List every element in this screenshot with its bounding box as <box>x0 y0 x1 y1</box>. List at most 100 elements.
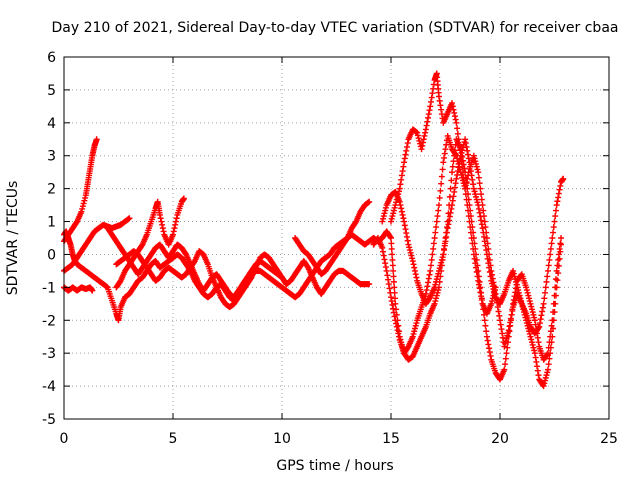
data-point <box>398 172 405 179</box>
data-point <box>542 377 549 384</box>
data-point <box>428 94 435 101</box>
data-point <box>486 345 493 352</box>
data-point <box>456 163 463 170</box>
data-point <box>426 107 433 114</box>
data-point <box>393 323 400 330</box>
data-point <box>546 355 553 362</box>
data-point <box>443 229 450 236</box>
data-point <box>537 316 544 323</box>
data-point <box>520 309 527 316</box>
data-point <box>394 327 401 334</box>
data-point <box>451 113 458 120</box>
data-point <box>468 235 475 241</box>
data-point <box>381 210 388 217</box>
data-point <box>536 323 543 330</box>
data-point <box>546 256 553 263</box>
data-point <box>475 205 482 212</box>
data-point <box>472 158 479 165</box>
data-point <box>541 380 548 387</box>
data-point <box>535 372 542 379</box>
data-point <box>502 338 509 345</box>
data-point <box>495 308 502 315</box>
data-point <box>544 366 551 373</box>
data-point <box>549 333 556 340</box>
data-point <box>547 350 554 357</box>
data-point <box>445 221 452 228</box>
data-point <box>435 267 442 274</box>
data-point <box>518 300 525 307</box>
data-point <box>483 333 490 340</box>
data-point <box>412 322 419 329</box>
data-point <box>513 281 520 288</box>
data-point <box>429 251 436 258</box>
data-point <box>503 335 510 342</box>
data-point <box>476 180 483 187</box>
data-point <box>486 256 493 263</box>
data-point <box>411 267 418 274</box>
data-point <box>526 298 533 305</box>
data-point <box>380 252 387 259</box>
data-point <box>465 207 472 214</box>
data-point <box>402 151 409 158</box>
data-point <box>432 281 439 288</box>
data-point <box>556 255 563 262</box>
data-point <box>536 320 543 327</box>
data-point <box>388 245 395 252</box>
data-point <box>481 233 488 240</box>
data-point <box>387 289 394 296</box>
data-point <box>430 85 437 92</box>
data-point <box>423 122 430 129</box>
data-point <box>440 251 447 258</box>
data-point <box>535 324 542 331</box>
data-point <box>389 256 396 263</box>
data-point <box>523 320 530 327</box>
data-point <box>393 196 400 203</box>
data-point <box>482 322 489 329</box>
data-point <box>526 328 533 335</box>
data-point <box>457 169 464 176</box>
data-point <box>542 289 549 296</box>
data-point <box>439 254 446 261</box>
data-point <box>550 229 557 236</box>
data-point <box>504 329 511 336</box>
data-point <box>540 383 547 390</box>
data-point <box>425 275 432 282</box>
data-point <box>467 229 474 236</box>
data-point <box>486 251 493 258</box>
data-point <box>388 240 395 247</box>
data-point <box>453 175 460 182</box>
chart-title: Day 210 of 2021, Sidereal Day-to-day VTE… <box>52 20 619 36</box>
data-point <box>438 173 445 180</box>
data-point <box>469 176 476 183</box>
data-point <box>489 298 496 305</box>
data-point <box>389 301 396 308</box>
data-point <box>436 97 443 104</box>
data-series-3 <box>61 215 133 274</box>
data-point <box>443 233 450 240</box>
data-point <box>463 143 470 150</box>
x-tick-label: 10 <box>273 431 291 447</box>
data-point <box>475 281 482 288</box>
data-point <box>424 283 431 290</box>
data-point <box>419 142 426 149</box>
data-point <box>428 256 435 263</box>
data-point <box>454 155 461 162</box>
data-point <box>433 224 440 231</box>
data-point <box>557 240 564 247</box>
y-tick-label: 0 <box>47 247 56 263</box>
data-point <box>282 279 289 286</box>
data-point <box>478 191 485 198</box>
data-point <box>478 221 485 228</box>
data-point <box>531 314 538 321</box>
data-point <box>89 287 96 294</box>
data-series-7 <box>104 225 290 301</box>
data-point <box>472 260 479 267</box>
data-point <box>366 281 373 288</box>
data-point <box>385 276 392 283</box>
data-point <box>422 129 429 136</box>
data-point <box>511 273 518 280</box>
data-point <box>413 274 420 281</box>
data-point <box>390 207 397 214</box>
y-tick-label: 3 <box>47 149 56 165</box>
